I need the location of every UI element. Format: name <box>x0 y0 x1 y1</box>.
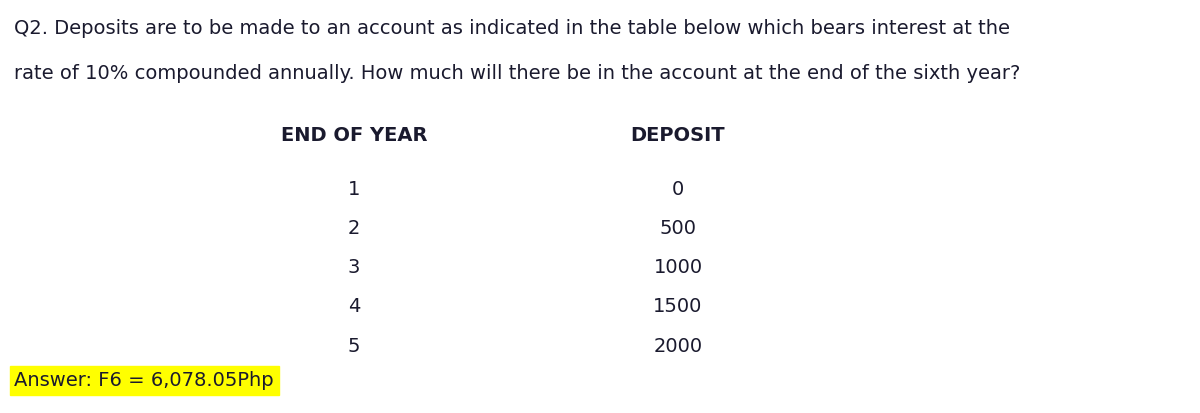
Text: 0: 0 <box>672 180 684 199</box>
Text: 1: 1 <box>348 180 360 199</box>
Text: 2: 2 <box>348 219 360 238</box>
Text: DEPOSIT: DEPOSIT <box>631 126 725 145</box>
Text: 5: 5 <box>348 337 360 356</box>
Text: 3: 3 <box>348 258 360 277</box>
Text: 2000: 2000 <box>654 337 702 356</box>
Text: 500: 500 <box>660 219 696 238</box>
Text: 1500: 1500 <box>653 297 703 316</box>
Text: 4: 4 <box>348 297 360 316</box>
Text: Q2. Deposits are to be made to an account as indicated in the table below which : Q2. Deposits are to be made to an accoun… <box>14 19 1010 38</box>
Text: 1000: 1000 <box>654 258 702 277</box>
Text: END OF YEAR: END OF YEAR <box>281 126 427 145</box>
Text: Answer: F6 = 6,078.05Php: Answer: F6 = 6,078.05Php <box>14 371 274 390</box>
Text: rate of 10% compounded annually. How much will there be in the account at the en: rate of 10% compounded annually. How muc… <box>14 64 1021 83</box>
